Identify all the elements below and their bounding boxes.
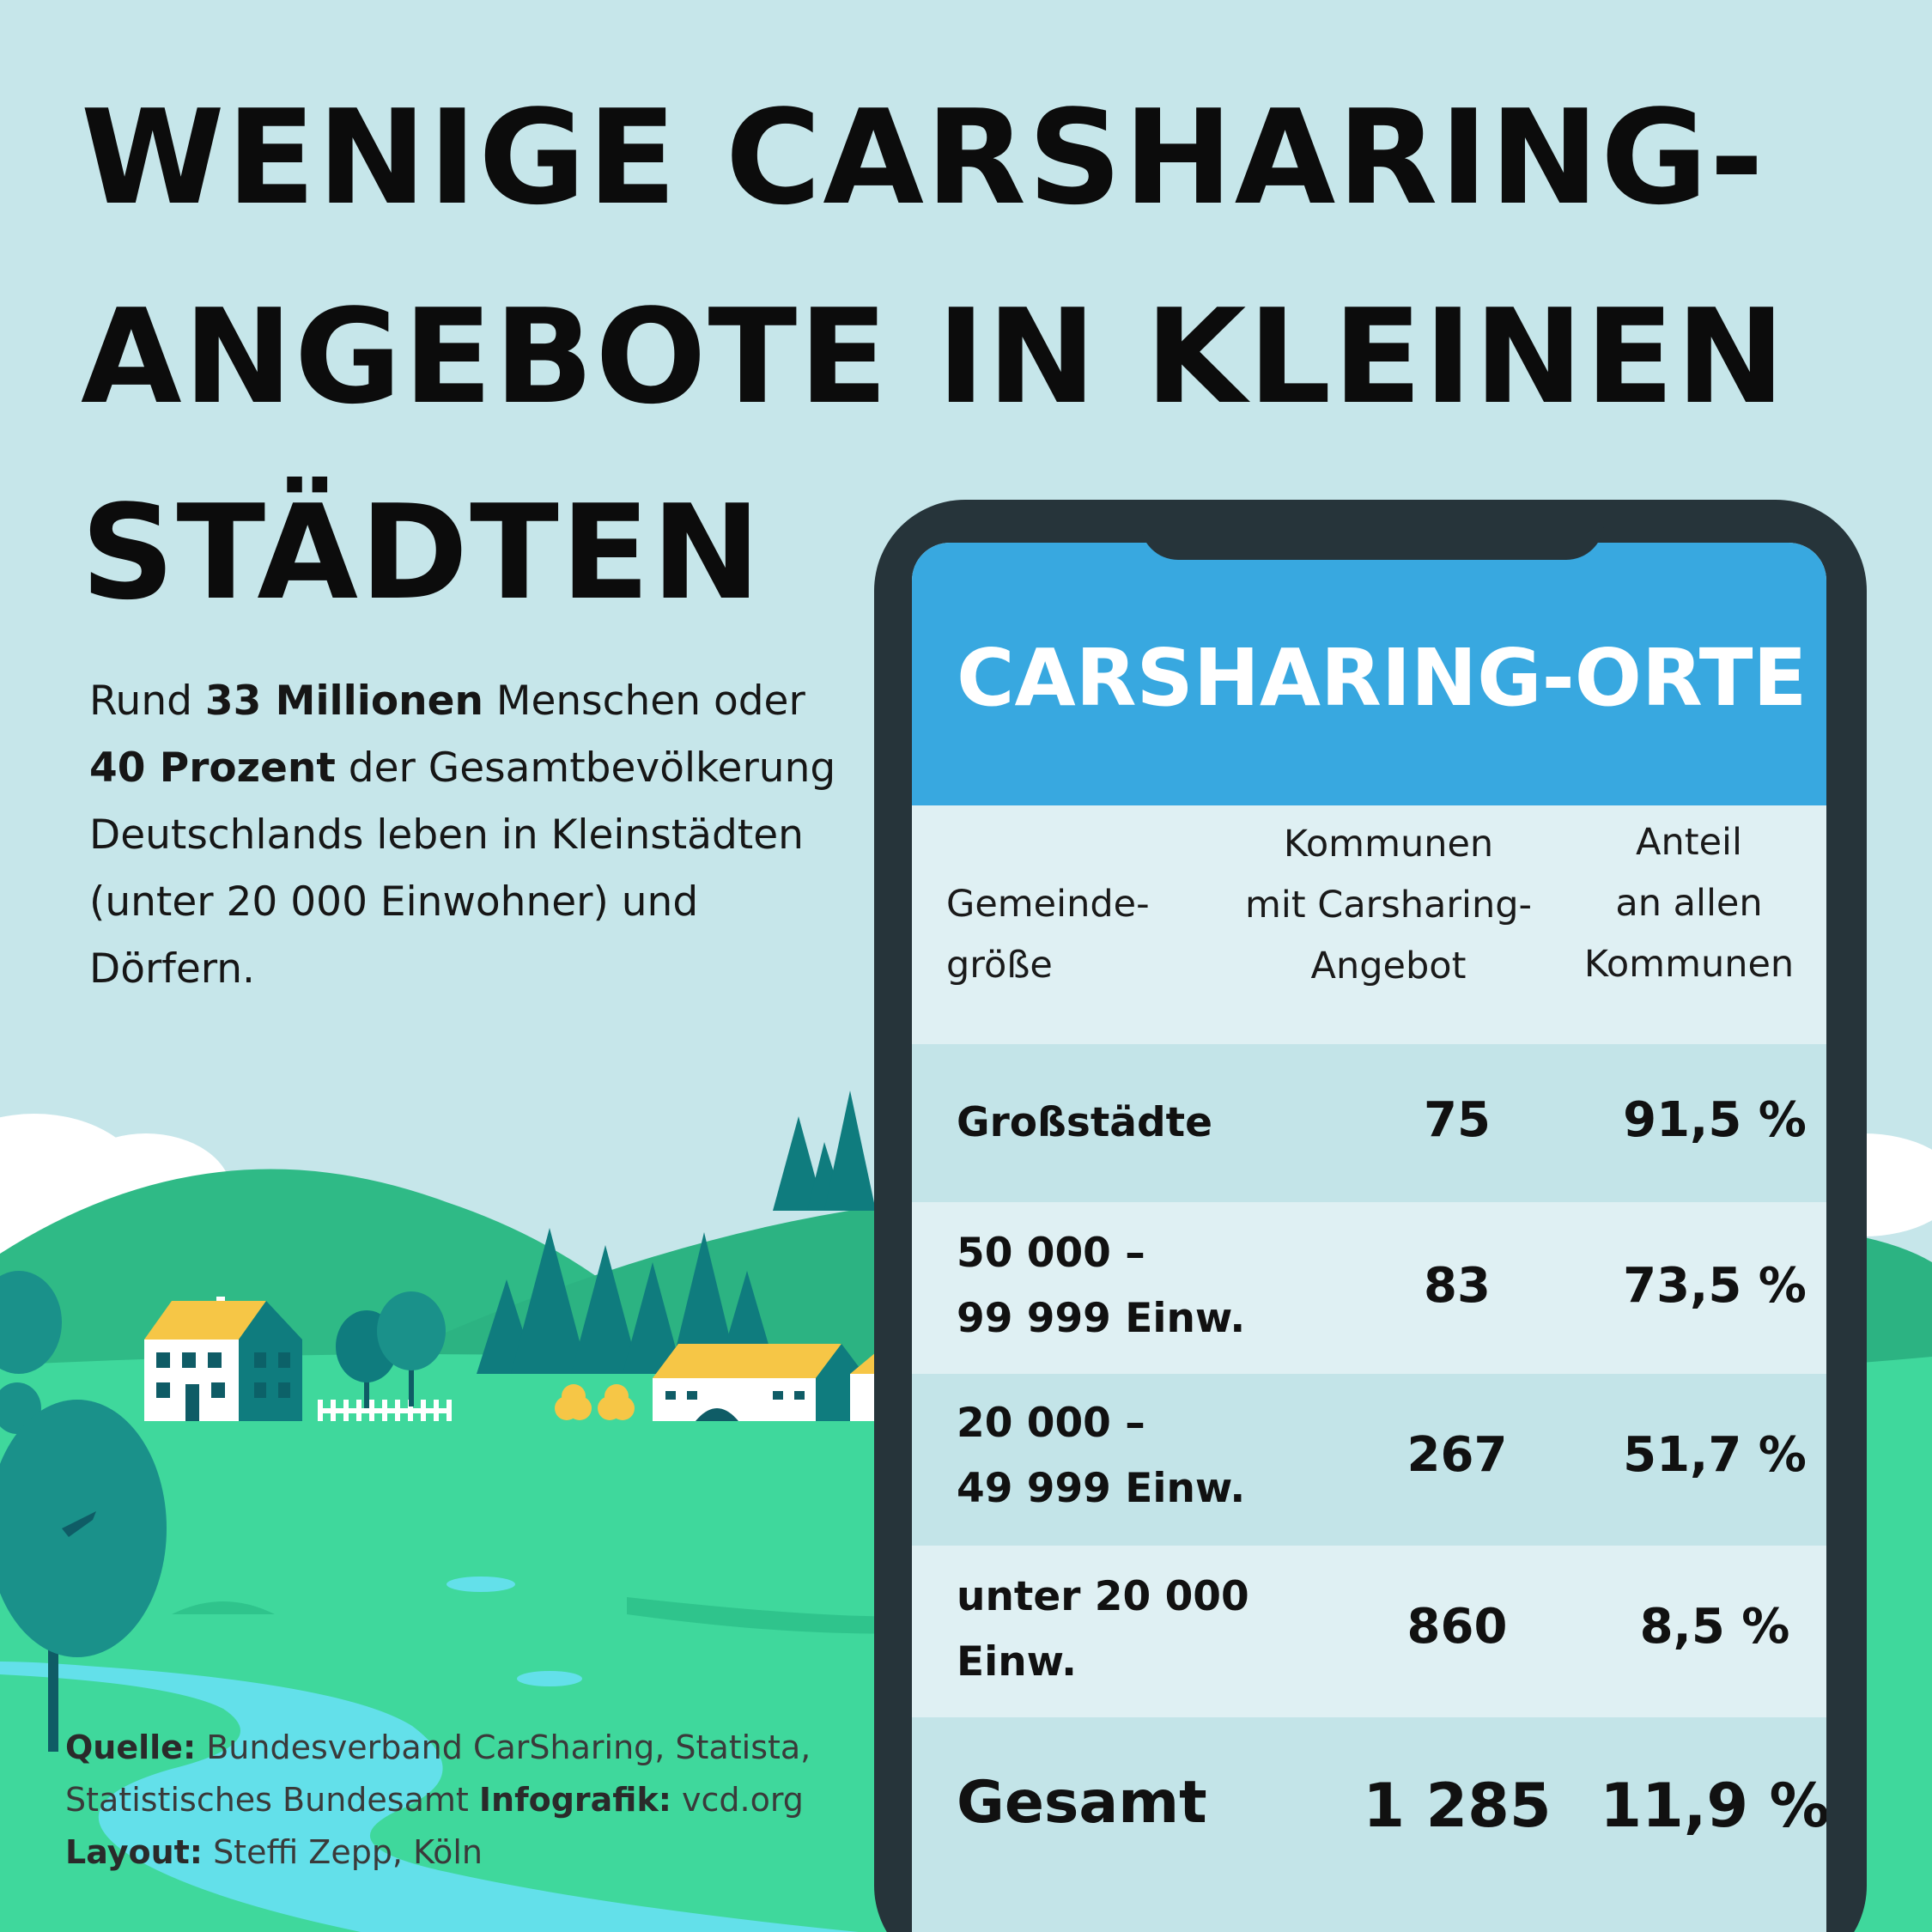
phone-notch — [1140, 508, 1604, 560]
row-size-label: 20 000 –49 999 Einw. — [957, 1400, 1246, 1512]
conifer-group-back — [773, 1091, 876, 1211]
headline-line-1: WENIGE CARSHARING- — [81, 82, 1765, 234]
row-count: 860 — [1406, 1599, 1508, 1655]
row-count: 267 — [1406, 1427, 1508, 1483]
row-share: 73,5 % — [1623, 1258, 1807, 1314]
fence — [318, 1400, 452, 1421]
row-share: 91,5 % — [1623, 1092, 1807, 1148]
source-credits: Quelle: Bundesverband CarSharing, Statis… — [65, 1728, 811, 1871]
pond-small-2 — [517, 1671, 582, 1686]
total-count: 1 285 — [1363, 1771, 1552, 1841]
deciduous-trees-small — [336, 1291, 446, 1408]
hay-bales — [555, 1384, 635, 1420]
farm-building — [653, 1344, 876, 1421]
total-label: Gesamt — [957, 1769, 1207, 1837]
row-count: 83 — [1424, 1258, 1491, 1314]
column-header-share: Anteil an allen Kommunen — [1583, 821, 1795, 986]
column-header-size: Gemeinde-größe — [946, 883, 1150, 987]
table-title: CARSHARING-ORTE — [957, 632, 1807, 724]
headline-line-3: STÄDTEN — [81, 477, 762, 629]
table-header-bar: CARSHARING-ORTE — [912, 543, 1826, 805]
river — [0, 1662, 859, 1932]
phone-screen: CARSHARING-ORTE Gemeinde-größe Kommunen m… — [912, 543, 1826, 1932]
row-size-label: Großstädte — [957, 1099, 1212, 1146]
table-row: Großstädte 75 91,5 % — [912, 1044, 1826, 1202]
table-total-row: Gesamt 1 285 11,9 % — [912, 1717, 1826, 1932]
intro-paragraph: Rund 33 Millionen Menschen oder 40 Prozen… — [89, 677, 836, 993]
pond-small — [447, 1577, 515, 1592]
row-share: 8,5 % — [1639, 1599, 1790, 1655]
column-header-row: Gemeinde-größe Kommunen mit Carsharing- An… — [912, 805, 1826, 1044]
headline-line-2: ANGEBOTE IN KLEINEN — [81, 281, 1787, 433]
grass-ridge — [627, 1597, 945, 1634]
table-row: 20 000 –49 999 Einw. 267 51,7 % — [912, 1374, 1826, 1546]
table-row: unter 20 000 Einw. 860 8,5 % — [912, 1546, 1826, 1717]
house-left — [144, 1297, 302, 1421]
grass-mound — [172, 1601, 275, 1614]
row-size-label: unter 20 000 Einw. — [957, 1573, 1249, 1686]
total-share: 11,9 % — [1600, 1771, 1826, 1841]
row-count: 75 — [1424, 1092, 1491, 1148]
row-share: 51,7 % — [1623, 1427, 1807, 1483]
row-size-label: 50 000 –99 999 Einw. — [957, 1230, 1246, 1342]
column-header-count: Kommunen mit Carsharing- Angebot — [1244, 823, 1533, 987]
table-row: 50 000 –99 999 Einw. 83 73,5 % — [912, 1202, 1826, 1374]
deciduous-tree-large — [0, 1271, 167, 1752]
